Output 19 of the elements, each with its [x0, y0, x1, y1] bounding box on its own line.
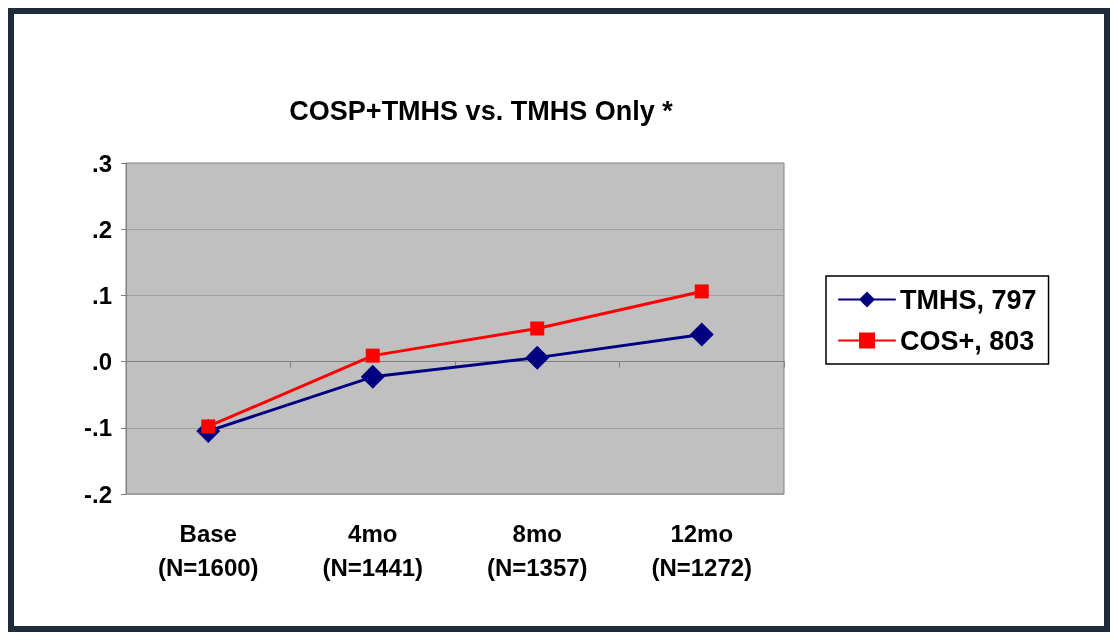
legend-label: TMHS, 797: [900, 284, 1037, 315]
x-tick-label: 4mo (N=1441): [322, 519, 424, 581]
point: [530, 321, 545, 336]
x-tick-label: Base (N=1600): [157, 519, 259, 581]
x-tick-label: 8mo (N=1357): [486, 519, 588, 581]
point: [689, 322, 714, 347]
chart-title: COSP+TMHS vs. TMHS Only *: [289, 95, 674, 126]
y-tick-label: .1: [91, 281, 112, 309]
point: [360, 364, 385, 389]
y-tick-label: -.2: [83, 480, 112, 508]
x-tick-label: 12mo (N=1272): [651, 519, 753, 581]
point: [694, 284, 709, 299]
point: [525, 345, 550, 370]
y-tick-label: .3: [91, 149, 112, 177]
point: [365, 348, 380, 363]
y-tick-label: -.1: [83, 414, 112, 442]
y-tick-label: .2: [91, 215, 112, 243]
y-tick-label: .0: [91, 348, 112, 376]
legend-label: COS+, 803: [900, 325, 1035, 356]
